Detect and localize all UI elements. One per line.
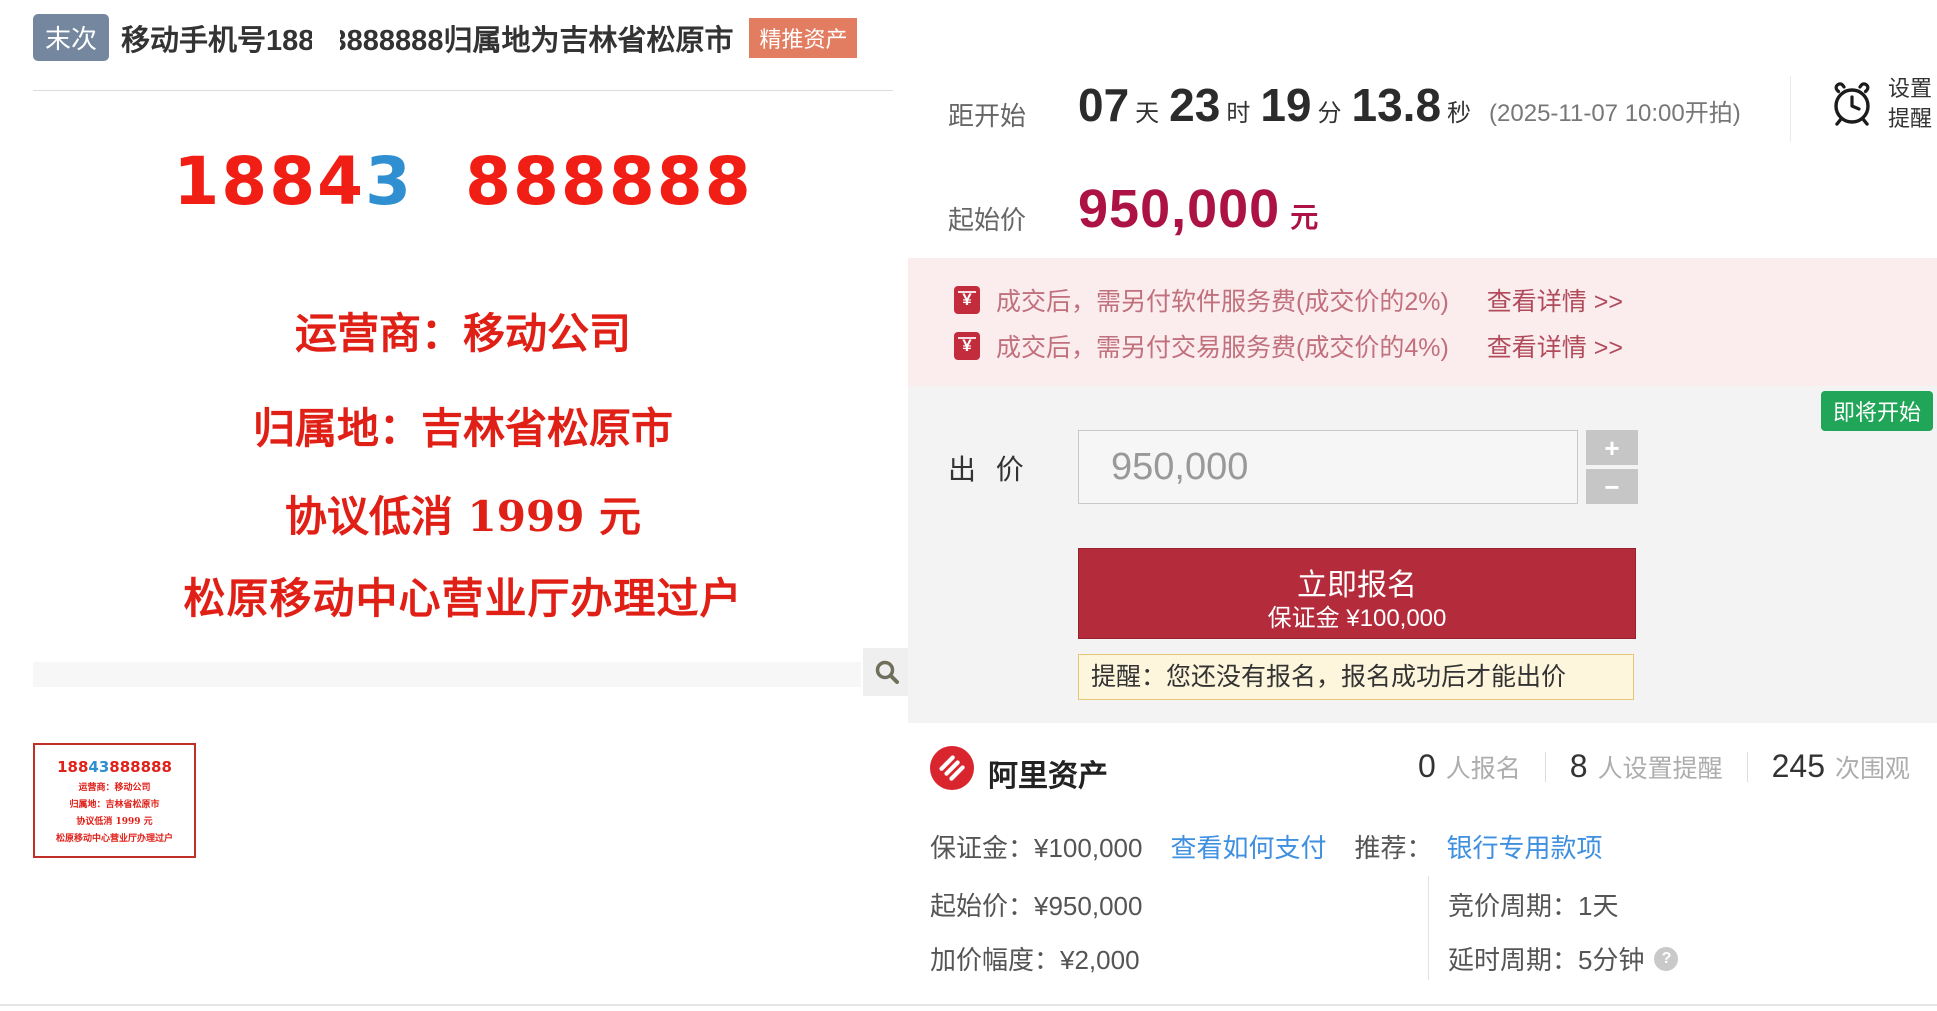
packet-flap <box>958 291 976 293</box>
fee-notice-row: ¥ 成交后，需另付交易服务费(成交价的4%) 查看详情 >> <box>954 328 1623 364</box>
start-time-note: (2025-11-07 10:00开拍) <box>1489 100 1741 127</box>
countdown-hours: 23 <box>1169 79 1221 131</box>
signup-button-deposit: 保证金 ¥100,000 <box>1267 604 1447 632</box>
stat-divider <box>1544 751 1546 782</box>
stage-badge: 末次 <box>33 14 110 61</box>
stat-views: 245 次围观 <box>1771 748 1910 784</box>
countdown-row: 距开始 07 天 23 时 19 分 13.8 秒 (2025-11-07 10… <box>908 76 1937 142</box>
bid-amount-input[interactable] <box>1078 430 1578 504</box>
start-price-row: 起始价 950,000 元 <box>908 178 1937 248</box>
fee-notice-row: ¥ 成交后，需另付软件服务费(成交价的2%) 查看详情 >> <box>954 282 1623 318</box>
yuan-packet-icon: ¥ <box>954 332 980 360</box>
thumbnail-selected[interactable]: 18843888888 运营商：移动公司 归属地：吉林省松原市 协议低消 199… <box>33 743 196 858</box>
deposit-row: 保证金：¥100,000 查看如何支付 推荐： 银行专用款项 <box>930 828 1603 865</box>
magnifier-icon <box>875 660 899 684</box>
status-badge: 即将开始 <box>1820 391 1933 431</box>
gallery-bottom-strip <box>33 662 861 687</box>
fee-notice-box: ¥ 成交后，需另付软件服务费(成交价的2%) 查看详情 >> ¥ 成交后，需另付… <box>908 258 1937 386</box>
countdown-days: 07 <box>1078 79 1130 131</box>
cycle-detail: 竞价周期：1天 <box>1448 891 1619 921</box>
gallery-top-divider <box>33 90 893 91</box>
bid-label: 出 价 <box>948 454 1030 485</box>
title-suffix: 888888归属地为吉林省松原市 <box>346 24 734 57</box>
vertical-divider <box>1790 76 1791 142</box>
how-to-pay-link[interactable]: 查看如何支付 <box>1170 833 1327 863</box>
countdown-minutes-unit: 分 <box>1317 100 1342 127</box>
title-prefix: 移动手机号188 <box>121 24 315 57</box>
stat-signups: 0 人报名 <box>1417 748 1521 784</box>
price-unit: 元 <box>1290 202 1320 233</box>
fee-detail-link[interactable]: 查看详情 >> <box>1486 334 1623 362</box>
title-masked-digits: 43 <box>312 18 347 64</box>
auction-stats: 0 人报名 8 人设置提醒 245 次围观 <box>1418 748 1910 785</box>
column-divider <box>1428 876 1429 980</box>
countdown-seconds-unit: 秒 <box>1447 100 1472 127</box>
increment-detail: 加价幅度：¥2,000 <box>930 945 1140 975</box>
bank-funds-link[interactable]: 银行专用款项 <box>1446 833 1603 863</box>
countdown-timer: 07 天 23 时 19 分 13.8 秒 (2025-11-07 10:00开… <box>1078 78 1741 132</box>
thumb-line: 运营商：移动公司 <box>78 782 151 793</box>
stat-divider <box>1746 751 1748 782</box>
stat-reminders: 8 人设置提醒 <box>1569 748 1723 784</box>
header: 末次 移动手机号18843888888归属地为吉林省松原市 精推资产 <box>33 14 858 64</box>
countdown-hours-unit: 时 <box>1226 100 1251 127</box>
page-title: 移动手机号18843888888归属地为吉林省松原市 <box>121 17 734 64</box>
set-reminder-label: 设置 提醒 <box>1888 76 1933 131</box>
thumb-line: 协议低消 1999 元 <box>76 816 153 827</box>
start-price-value: 950,000 元 <box>1078 179 1320 239</box>
white-mask-overlay <box>312 18 340 64</box>
page-bottom-divider <box>0 1004 1937 1006</box>
operator-line: 运营商：移动公司 <box>294 309 631 358</box>
phone-red-suffix: 888888 <box>465 143 753 220</box>
alarm-clock-icon <box>1834 82 1870 126</box>
signup-button[interactable]: 立即报名 保证金 ¥100,000 <box>1078 548 1636 639</box>
start-price-label: 起始价 <box>948 205 1027 235</box>
phone-masked-digit: 3 <box>365 143 414 220</box>
phone-red-prefix: 1884 <box>173 143 366 220</box>
countdown-minutes: 19 <box>1260 79 1312 131</box>
phone-number-display: 18843 888888 <box>33 143 893 220</box>
thumb-line: 松原移动中心营业厅办理过户 <box>55 833 173 844</box>
transfer-line: 松原移动中心营业厅办理过户 <box>183 574 743 623</box>
yuan-packet-icon: ¥ <box>954 286 980 314</box>
countdown-days-unit: 天 <box>1135 100 1160 127</box>
bid-increase-button[interactable]: + <box>1586 430 1638 465</box>
main-image: 18843 888888 运营商：移动公司 归属地：吉林省松原市 协议低消 199… <box>33 95 893 655</box>
plan-line: 协议低消 1999 元 <box>284 492 642 541</box>
set-reminder-button[interactable]: 设置 提醒 <box>1826 74 1932 134</box>
fee-text: 成交后，需另付软件服务费(成交价的2%) <box>996 288 1449 316</box>
platform-row: 阿里资产 0 人报名 8 人设置提醒 245 次围观 <box>908 744 1937 794</box>
countdown-seconds: 13.8 <box>1351 79 1442 131</box>
signup-notice: 提醒：您还没有报名，报名成功后才能出价 <box>1078 654 1634 700</box>
platform-name: 阿里资产 <box>988 760 1108 793</box>
ali-assets-logo-icon <box>930 746 974 790</box>
thumb-line: 归属地：吉林省松原市 <box>69 799 160 810</box>
countdown-label: 距开始 <box>948 101 1027 131</box>
delay-detail: 延时周期：5分钟 ? <box>1448 940 1679 977</box>
packet-flap <box>958 337 976 339</box>
location-line: 归属地：吉林省松原市 <box>252 404 673 453</box>
image-zoom-button[interactable] <box>863 648 911 696</box>
fee-detail-link[interactable]: 查看详情 >> <box>1486 288 1623 316</box>
bid-decrease-button[interactable]: − <box>1586 469 1638 504</box>
fee-text: 成交后，需另付交易服务费(成交价的4%) <box>996 334 1449 362</box>
start-price-detail: 起始价：¥950,000 <box>930 891 1143 921</box>
recommend-label: 推荐： <box>1354 833 1433 863</box>
thumb-phone-number: 18843888888 <box>57 757 172 776</box>
auction-details: 保证金：¥100,000 查看如何支付 推荐： 银行专用款项 起始价：¥950,… <box>908 820 1937 990</box>
signup-button-title: 立即报名 <box>1297 568 1417 602</box>
promo-badge: 精推资产 <box>749 17 858 58</box>
deposit-text: 保证金：¥100,000 <box>930 833 1143 863</box>
help-icon[interactable]: ? <box>1654 946 1679 971</box>
bid-section: 即将开始 出 价 + − 立即报名 保证金 ¥100,000 提醒：您还没有报名… <box>908 386 1937 723</box>
